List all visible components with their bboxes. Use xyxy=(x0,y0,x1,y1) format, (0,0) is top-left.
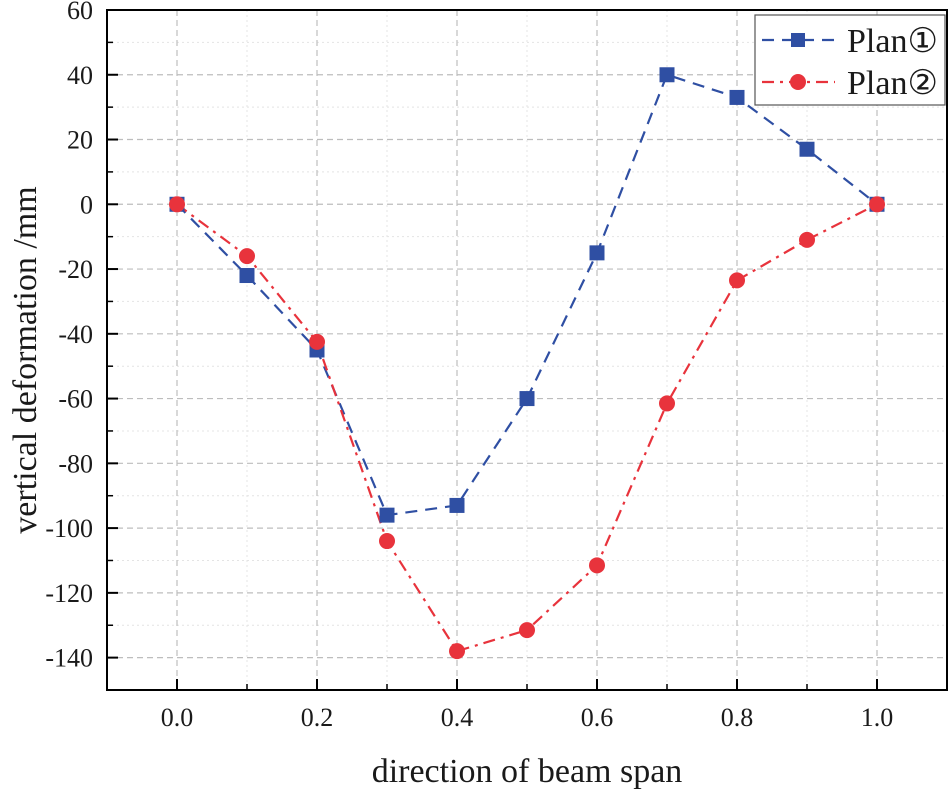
x-tick-label: 0.8 xyxy=(721,703,754,732)
y-axis-title: vertical deformation /mm xyxy=(7,186,44,533)
data-point-plan-2 xyxy=(589,557,605,574)
y-tick-label: 60 xyxy=(67,0,93,25)
data-point-plan-2 xyxy=(379,533,395,550)
data-point-plan-2 xyxy=(169,196,185,213)
data-point-plan-1 xyxy=(659,67,675,83)
x-tick-label: 0.6 xyxy=(581,703,614,732)
series-line-plan-1 xyxy=(176,73,878,517)
data-point-plan-2 xyxy=(869,196,885,213)
data-point-plan-1 xyxy=(449,497,465,513)
y-tick-label: -40 xyxy=(58,320,93,349)
data-point-plan-1 xyxy=(519,391,535,407)
x-tick-label: 0.2 xyxy=(301,703,334,732)
plot-frame xyxy=(106,9,948,691)
x-tick-label: 1.0 xyxy=(861,703,894,732)
x-tick-label: 0.0 xyxy=(161,703,194,732)
data-point-plan-1 xyxy=(729,89,745,105)
y-tick-label: -100 xyxy=(45,514,93,543)
data-point-plan-1 xyxy=(589,245,605,261)
legend-label-plan-1: Plan① xyxy=(847,23,938,60)
x-tick-label: 0.4 xyxy=(441,703,474,732)
y-tick-label: -140 xyxy=(45,644,93,673)
data-point-plan-2 xyxy=(799,231,815,248)
x-axis-title: direction of beam span xyxy=(372,753,683,790)
data-point-plan-2 xyxy=(309,333,325,350)
data-point-plan-1 xyxy=(379,507,395,523)
y-tick-label: 20 xyxy=(67,126,93,155)
y-tick-label: 40 xyxy=(67,61,93,90)
y-tick-label: -120 xyxy=(45,579,93,608)
y-tick-label: -20 xyxy=(58,255,93,284)
legend: Plan① Plan② xyxy=(754,14,946,106)
y-tick-label: -80 xyxy=(58,449,93,478)
series-layer xyxy=(169,67,885,660)
tick-label-layer: 0.0 0.2 0.4 0.6 0.8 1.0 -140 -120 -100 -80 -60 -40 -… xyxy=(45,0,893,732)
data-point-plan-1 xyxy=(239,268,255,284)
data-point-plan-1 xyxy=(799,141,815,157)
legend-marker-plan-2 xyxy=(790,74,806,90)
legend-box xyxy=(754,14,946,106)
data-point-plan-2 xyxy=(729,272,745,289)
legend-marker-plan-1 xyxy=(791,33,805,47)
legend-label-plan-2: Plan② xyxy=(847,65,938,102)
grid-layer xyxy=(106,10,948,691)
data-point-plan-2 xyxy=(659,395,675,412)
y-tick-label: -60 xyxy=(58,385,93,414)
y-tick-label: 0 xyxy=(80,190,93,219)
data-point-plan-2 xyxy=(449,643,465,660)
data-point-plan-2 xyxy=(519,622,535,639)
data-point-plan-2 xyxy=(239,248,255,265)
